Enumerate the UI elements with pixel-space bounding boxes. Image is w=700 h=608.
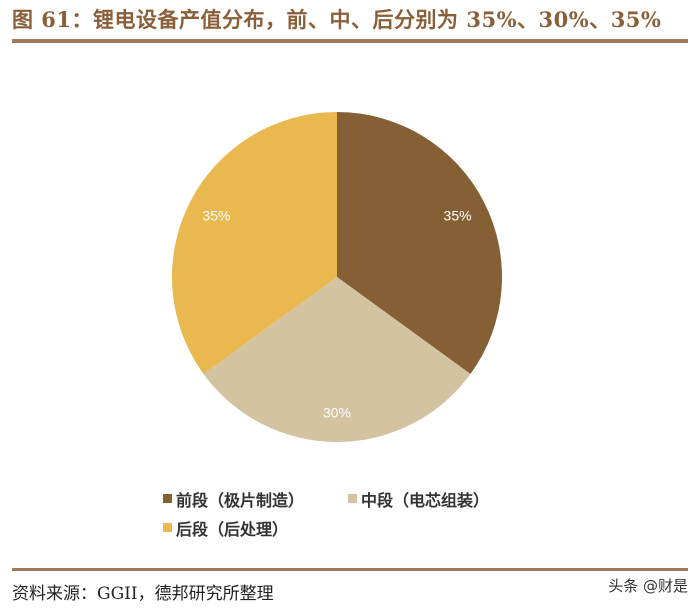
pie-chart: 35% 30% 35% — [172, 112, 502, 442]
legend-item-middle: 中段（电芯组装） — [348, 487, 489, 511]
legend-label-middle: 中段（电芯组装） — [361, 490, 490, 510]
pie-label-middle: 30% — [323, 404, 351, 420]
legend: 前段（极片制造） 中段（电芯组装） 后段（后处理） — [163, 484, 533, 542]
figure-title: 图 61：锂电设备产值分布，前、中、后分别为 35%、30%、35% — [12, 7, 662, 32]
legend-label-front: 前段（极片制造） — [176, 490, 305, 510]
pie-label-front: 35% — [444, 208, 472, 224]
legend-swatch-middle — [348, 494, 358, 503]
pie-slice-back — [172, 112, 337, 374]
title-divider — [12, 39, 688, 43]
legend-item-front: 前段（极片制造） — [163, 487, 304, 511]
legend-swatch-back — [163, 523, 172, 532]
pie-slices — [172, 112, 502, 442]
watermark: 头条 @财是 — [608, 577, 688, 595]
pie-slice-middle — [203, 277, 471, 442]
pie-label-back: 35% — [202, 208, 230, 224]
legend-item-back: 后段（后处理） — [163, 516, 288, 540]
pie-slice-front — [337, 112, 502, 374]
source-note: 资料来源：GGII，德邦研究所整理 — [12, 584, 274, 604]
source-divider — [12, 568, 688, 571]
pie-labels: 35% 30% 35% — [202, 208, 471, 421]
legend-label-back: 后段（后处理） — [176, 519, 289, 539]
legend-swatch-front — [163, 494, 172, 503]
